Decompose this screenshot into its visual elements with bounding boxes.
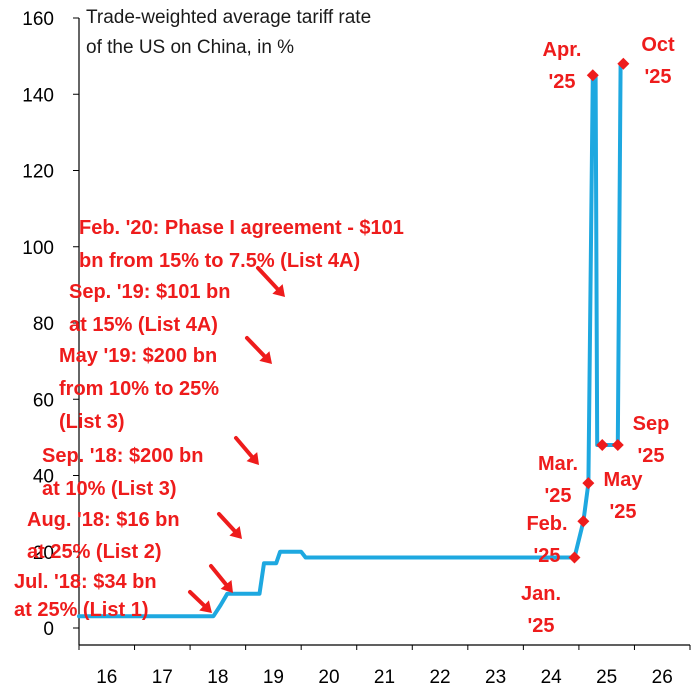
x-tick-label: 25 [596,667,617,688]
annotation-arrow-shaft [245,336,267,359]
point-label: '25 [527,615,554,637]
event-annotation: bn from 15% to 7.5% (List 4A) [79,250,360,272]
x-tick-label: 22 [429,667,450,688]
chart-title-line-1: Trade-weighted average tariff rate [86,7,371,28]
x-tick-label: 21 [374,667,395,688]
event-annotation: Sep. '19: $101 bn [69,281,231,303]
y-tick-label: 100 [22,238,54,259]
x-tick-label: 20 [318,667,339,688]
point-label: '25 [644,66,671,88]
annotation-arrow-head [246,452,259,465]
chart-title-line-2: of the US on China, in % [86,37,294,58]
event-annotation: at 10% (List 3) [42,478,176,500]
point-label: Jan. [521,583,561,605]
point-label: '25 [609,501,636,523]
y-tick-label: 160 [22,9,54,30]
annotation-arrow-head [220,580,233,593]
x-tick-label: 23 [485,667,506,688]
x-tick-label: 26 [652,667,673,688]
data-marker [582,477,595,490]
x-tick-label: 18 [207,667,228,688]
annotation-arrow-head [229,526,242,539]
annotation-arrow-shaft [209,564,229,587]
point-labels-layer: Jan.'25Feb.'25Mar.'25Apr.'25May'25Sep'25… [521,34,675,637]
annotation-arrow-shaft [256,266,280,291]
y-tick-label: 80 [33,314,54,335]
y-tick-label: 40 [33,467,54,488]
point-label: '25 [533,545,560,567]
event-annotation: from 10% to 25% [59,378,219,400]
event-annotation: Jul. '18: $34 bn [14,571,157,593]
event-annotation: May '19: $200 bn [59,345,217,367]
axes [78,18,690,646]
x-tick-label: 16 [96,667,117,688]
y-tick-label: 120 [22,162,54,183]
point-label: Mar. [538,453,578,475]
annotation-arrow-shaft [217,512,237,533]
event-annotation: at 15% (List 4A) [69,314,218,336]
annotation-arrow-head [259,351,272,364]
data-marker [577,515,590,528]
data-marker [617,57,630,70]
y-tick-label: 60 [33,390,54,411]
x-ticks: 16 17 18 19 20 21 22 23 24 25 26 [78,645,691,688]
arrows-layer [188,266,285,613]
chart-title: Trade-weighted average tariff rate of th… [86,7,371,58]
point-label: '25 [548,71,575,93]
y-tick-label: 0 [43,619,54,640]
point-label: Oct [641,34,675,56]
point-label: Sep [633,413,670,435]
point-label: '25 [544,485,571,507]
point-label: Apr. [543,39,582,61]
x-tick-label: 17 [152,667,173,688]
annotation-arrow-shaft [234,436,254,459]
event-annotation: at 25% (List 2) [27,541,161,563]
annotation-arrow-head [272,284,285,297]
y-tick-label: 140 [22,85,54,106]
data-marker [586,69,599,82]
data-marker [611,439,624,451]
x-tick-label: 24 [541,667,563,688]
event-annotations-layer: Jul. '18: $34 bn at 25% (List 1) Aug. '18:… [14,217,404,621]
markers-layer [568,57,630,564]
event-annotation: (List 3) [59,411,125,433]
point-label: Feb. [526,513,567,535]
event-annotation: Feb. '20: Phase I agreement - $101 [79,217,404,239]
annotation-arrow-head [199,600,212,613]
y-ticks: 0 20 40 60 80 100 120 140 160 [22,9,79,640]
event-annotation: Aug. '18: $16 bn [27,509,180,531]
y-tick-label: 20 [33,543,54,564]
annotation-arrow-shaft [188,590,207,608]
event-annotation: Sep. '18: $200 bn [42,445,204,467]
point-label: May [604,469,644,491]
point-label: '25 [637,445,664,467]
data-marker [596,439,609,451]
x-tick-label: 19 [263,667,284,688]
data-marker [568,551,581,564]
event-annotation: at 25% (List 1) [14,599,148,621]
